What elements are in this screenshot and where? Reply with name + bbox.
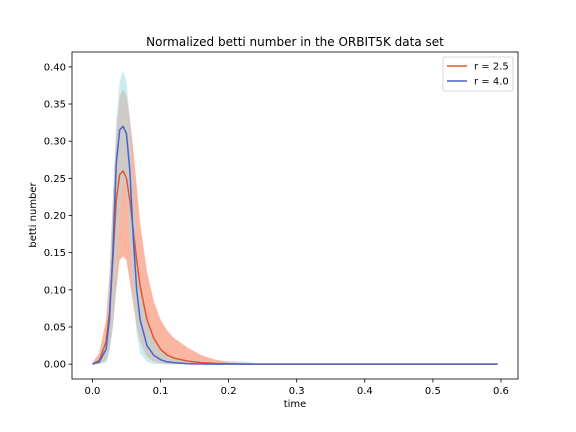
y-tick-label: 0.10 [44, 285, 66, 296]
x-tick-label: 0.6 [493, 386, 509, 397]
legend-label-1: r = 2.5 [474, 62, 509, 73]
legend-label-2: r = 4.0 [474, 77, 509, 88]
y-tick-label: 0.00 [44, 360, 66, 371]
y-axis-ticks: 0.00 0.05 0.10 0.15 0.20 0.25 0.30 0.35 0.40 [44, 62, 72, 371]
y-tick-label: 0.15 [44, 248, 66, 259]
y-tick-label: 0.35 [44, 100, 66, 111]
x-tick-label: 0.1 [153, 386, 169, 397]
y-axis-label: betti number [28, 181, 39, 247]
y-tick-label: 0.05 [44, 322, 66, 333]
y-tick-label: 0.40 [44, 62, 66, 73]
legend: r = 2.5 r = 4.0 [442, 56, 514, 92]
chart-title: Normalized betti number in the ORBIT5K d… [146, 35, 444, 49]
x-tick-label: 0.4 [357, 386, 373, 397]
x-axis-label: time [284, 399, 307, 410]
y-tick-label: 0.25 [44, 174, 66, 185]
line-series-2 [92, 125, 498, 365]
x-tick-label: 0.2 [221, 386, 237, 397]
y-tick-label: 0.30 [44, 137, 66, 148]
x-tick-label: 0.3 [289, 386, 305, 397]
x-tick-label: 0.0 [84, 386, 100, 397]
y-tick-label: 0.20 [44, 211, 66, 222]
x-tick-label: 0.5 [425, 386, 441, 397]
series-lines [92, 125, 498, 365]
x-axis-ticks: 0.0 0.1 0.2 0.3 0.4 0.5 0.6 [84, 379, 509, 397]
